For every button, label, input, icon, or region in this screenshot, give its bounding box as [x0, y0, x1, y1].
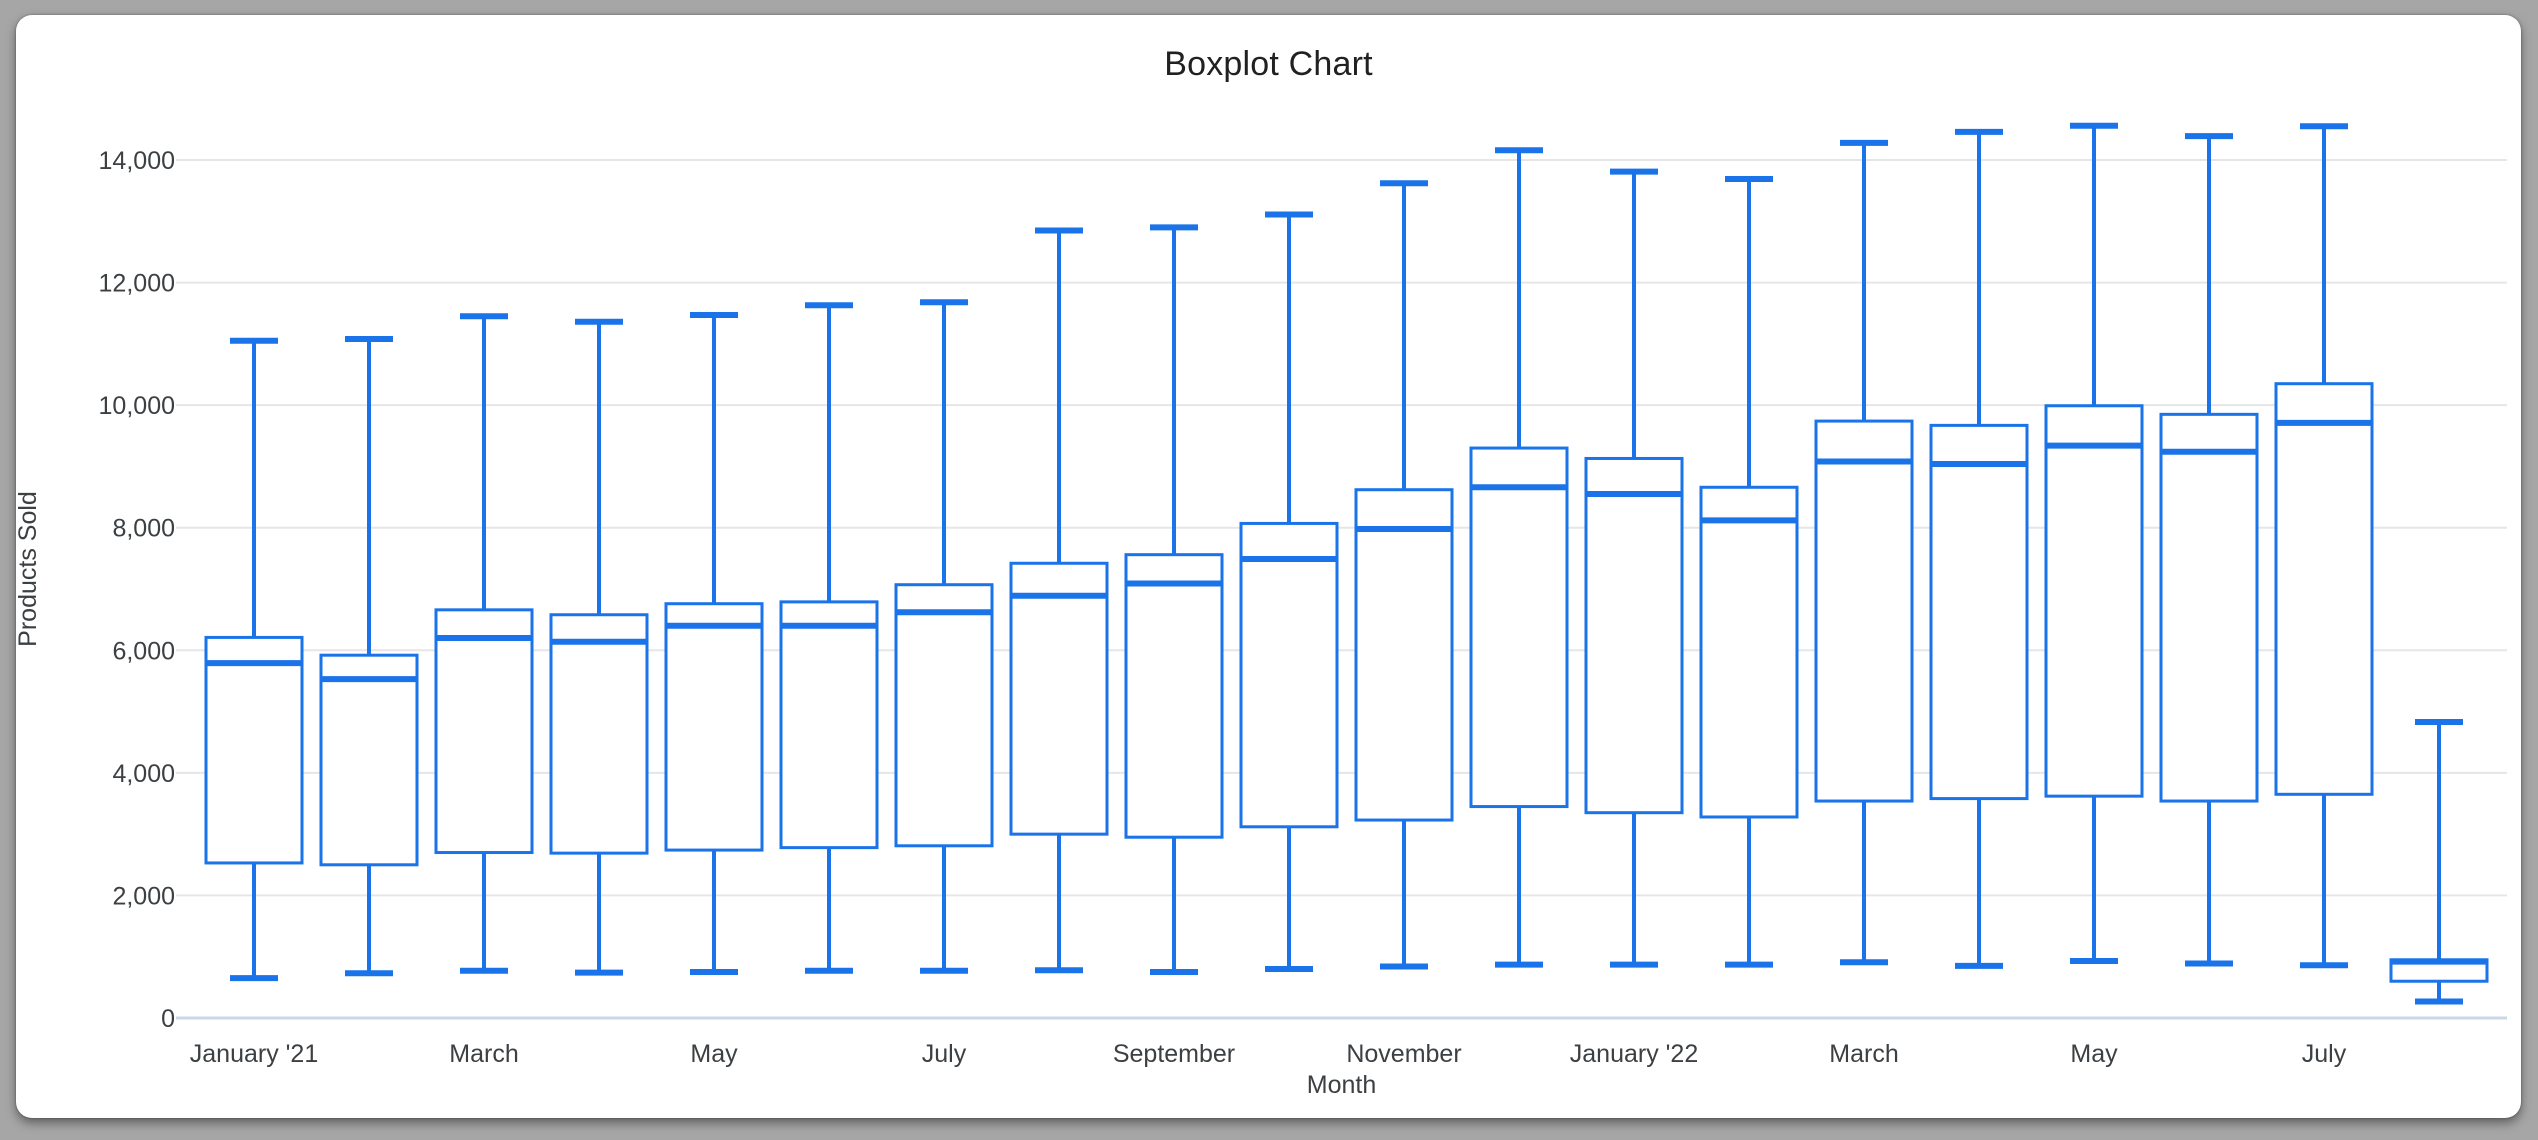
boxplot-july-22: [2274, 123, 2374, 969]
iqr-box: [1929, 423, 2029, 801]
y-tick-label: 10,000: [99, 392, 175, 420]
y-tick-label: 12,000: [99, 270, 175, 298]
iqr-box: [549, 613, 649, 855]
x-tick-label: July: [922, 1040, 967, 1068]
y-tick-label: 4,000: [112, 760, 175, 788]
boxplot-february-21: [319, 335, 419, 977]
x-tick-label: January '22: [1570, 1040, 1698, 1068]
boxplot-march-21: [434, 313, 534, 974]
iqr-box: [434, 608, 534, 855]
y-tick-label: 6,000: [112, 637, 175, 665]
y-tick-label: 2,000: [112, 882, 175, 910]
chart-title: Boxplot Chart: [1164, 45, 1373, 83]
y-tick-label: 0: [161, 1005, 175, 1033]
x-tick-label: March: [449, 1040, 518, 1068]
boxplot-canvas: 0 2,000 4,000 6,000 8,000 10,000 12,000 14,000 J…: [99, 122, 2507, 1068]
y-tick-label: 8,000: [112, 515, 175, 543]
x-tick-label: May: [690, 1040, 738, 1068]
iqr-box: [2274, 382, 2374, 796]
iqr-box: [204, 635, 304, 865]
boxplot-april-22: [1929, 128, 2029, 969]
iqr-box: [664, 602, 764, 852]
x-tick-label: January '21: [190, 1040, 318, 1068]
boxplot-november-21: [1354, 180, 1454, 970]
boxplot-april-21: [549, 318, 649, 976]
boxplot-december-21: [1469, 147, 1569, 968]
boxplot-june-22: [2159, 133, 2259, 967]
iqr-box: [1814, 419, 1914, 803]
boxplot-august-22: [2389, 718, 2489, 1005]
iqr-box: [319, 653, 419, 867]
x-axis-title: Month: [1306, 1071, 1377, 1099]
boxplot-october-21: [1239, 211, 1339, 972]
boxplot-september-21: [1124, 224, 1224, 976]
iqr-box: [1239, 521, 1339, 829]
x-tick-label: May: [2070, 1040, 2118, 1068]
y-tick-label: 14,000: [99, 147, 175, 175]
chart-card: Boxplot Chart Products Sold Month 0 2,000…: [14, 15, 2521, 1118]
iqr-box: [894, 583, 994, 848]
iqr-box: [1699, 485, 1799, 819]
boxplot-may-22: [2044, 122, 2144, 965]
boxplot-february-22: [1699, 176, 1799, 968]
iqr-box: [1009, 561, 1109, 836]
iqr-box: [1354, 488, 1454, 822]
iqr-box: [2159, 412, 2259, 803]
iqr-box: [1469, 446, 1569, 809]
x-tick-label: September: [1113, 1040, 1235, 1068]
boxplot-may-21: [664, 312, 764, 976]
boxplot-june-21: [779, 302, 879, 974]
iqr-box: [2044, 404, 2144, 798]
boxplot-january-21: [204, 337, 304, 982]
x-tick-label: July: [2302, 1040, 2347, 1068]
boxplot-january-22: [1584, 168, 1684, 968]
boxplot-march-22: [1814, 139, 1914, 966]
x-tick-label: March: [1829, 1040, 1898, 1068]
iqr-box: [1124, 553, 1224, 839]
iqr-box: [779, 600, 879, 850]
boxplot-july-21: [894, 299, 994, 974]
x-tick-label: November: [1346, 1040, 1461, 1068]
boxplot-august-21: [1009, 227, 1109, 974]
iqr-box: [1584, 456, 1684, 815]
